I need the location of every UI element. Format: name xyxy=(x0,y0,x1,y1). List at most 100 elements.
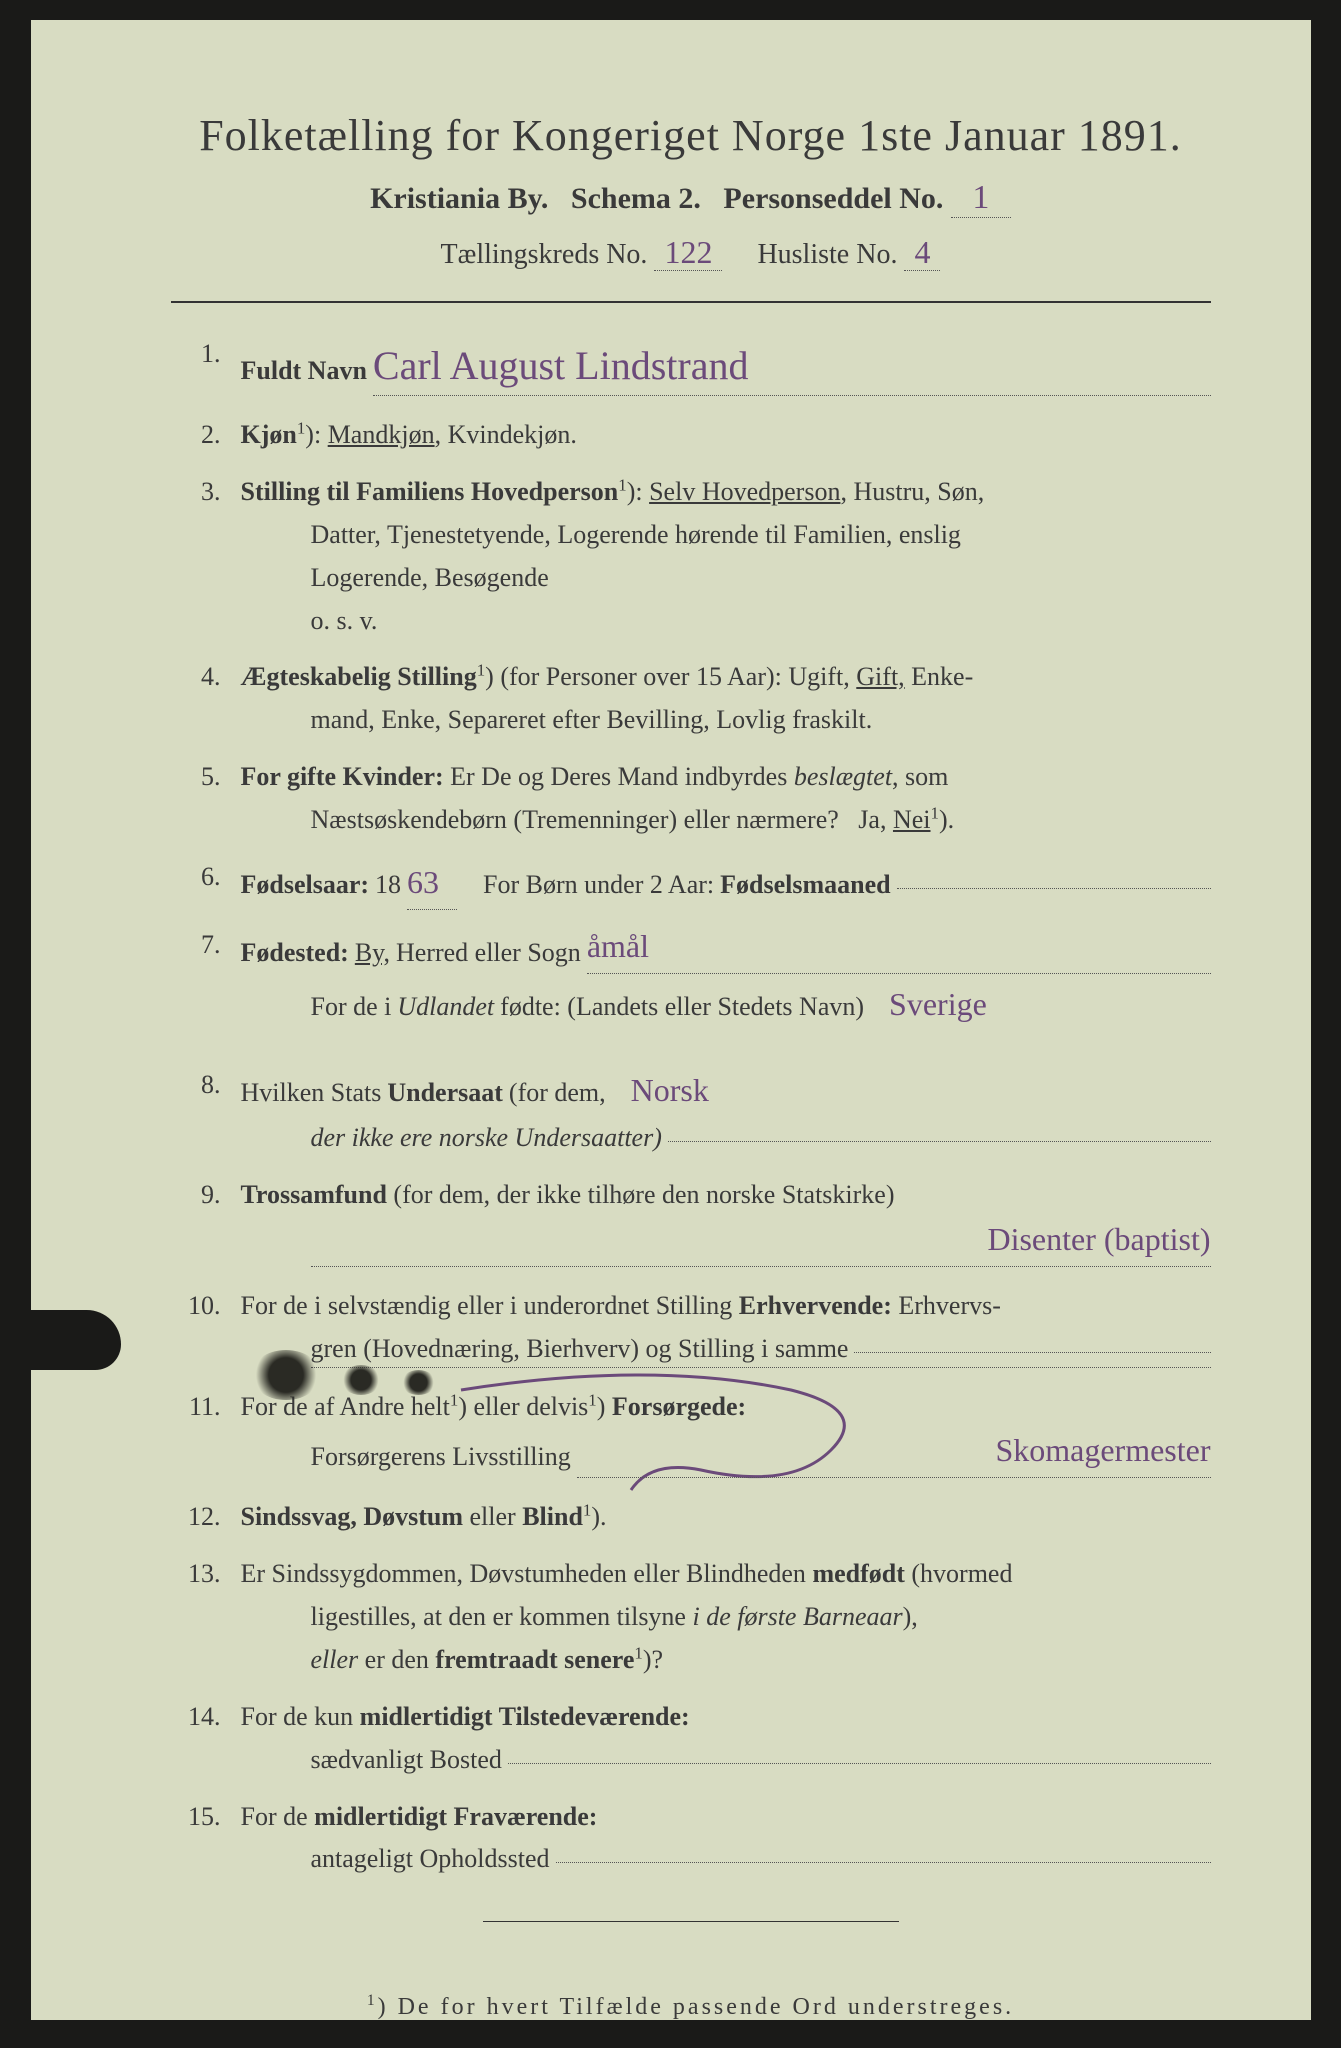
post-label: ): xyxy=(305,420,321,449)
item-13: 13. Er Sindssygdommen, Døvstumheden elle… xyxy=(181,1553,1211,1682)
footnote-separator xyxy=(483,1921,899,1922)
label-stilling: Stilling til Familiens Hovedperson xyxy=(241,477,619,506)
label-gifte-kvinder: For gifte Kvinder: xyxy=(241,762,444,791)
opt-nei: Nei xyxy=(893,805,931,834)
form-header: Folketælling for Kongeriget Norge 1ste J… xyxy=(171,110,1211,271)
item-number: 13. xyxy=(181,1553,241,1682)
ink-blot xyxy=(341,1365,381,1395)
label-blind: Blind xyxy=(522,1502,583,1531)
undersaat-value: Norsk xyxy=(631,1064,709,1117)
bold-fravaerende: midlertidigt Fraværende: xyxy=(314,1802,597,1831)
txt-10c: gren (Hovednæring, Bierhverv) og Stillin… xyxy=(311,1328,849,1371)
label-fodested: Fødested: xyxy=(241,932,349,975)
txt-11b: ) eller delvis xyxy=(458,1392,588,1421)
txt-13d: ), xyxy=(903,1602,918,1631)
item-number: 14. xyxy=(181,1696,241,1782)
footnote-sup: 1 xyxy=(367,1992,378,2009)
husliste-value: 4 xyxy=(904,234,940,271)
item-8: 8. Hvilken Stats Undersaat (for dem, Nor… xyxy=(181,1064,1211,1160)
sup-mark: 1 xyxy=(634,1643,642,1662)
item-number: 1. xyxy=(181,333,241,400)
opts-3d: o. s. v. xyxy=(241,600,1211,643)
txt-udlandet: Udlandet xyxy=(397,986,494,1029)
txt-8c: der ikke ere norske Undersaatter) xyxy=(311,1117,662,1160)
txt-12a: eller xyxy=(463,1502,522,1531)
sep-comma: , Kvindekjøn. xyxy=(435,420,577,449)
opts-3b: Datter, Tjenestetyende, Logerende hørend… xyxy=(241,514,1211,557)
txt-14b: sædvanligt Bosted xyxy=(311,1739,502,1782)
item-10: 10. For de i selvstændig eller i underor… xyxy=(181,1285,1211,1372)
post-12: ). xyxy=(591,1502,606,1531)
item-2: 2. Kjøn1): Mandkjøn, Kvindekjøn. xyxy=(181,414,1211,457)
item-11: 11. For de af Andre helt1) eller delvis1… xyxy=(181,1386,1211,1483)
opt-by: By, xyxy=(355,932,390,975)
txt-5a: Er De og Deres Mand indbyrdes xyxy=(450,762,794,791)
subtitle-line: Kristiania By. Schema 2. Personseddel No… xyxy=(171,179,1211,218)
txt-5a2: , som xyxy=(892,762,948,791)
opts-4b: mand, Enke, Separeret efter Bevilling, L… xyxy=(241,699,1211,742)
sup-mark: 1 xyxy=(931,803,939,822)
post-13: )? xyxy=(643,1645,663,1674)
item-number: 15. xyxy=(181,1796,241,1882)
erhverv-line-2 xyxy=(311,1367,1211,1368)
item-number: 11. xyxy=(181,1386,241,1483)
bold-medfodt: medfødt xyxy=(812,1559,904,1588)
trossamfund-value: Disenter (baptist) xyxy=(987,1213,1210,1266)
post-5: ). xyxy=(939,805,954,834)
opt-enke-a: Enke- xyxy=(905,662,974,691)
txt-10b: Erhvervs- xyxy=(892,1291,1001,1320)
opts-3a: , Hustru, Søn, xyxy=(840,477,984,506)
opt-ja: Ja, xyxy=(858,805,893,834)
item-3: 3. Stilling til Familiens Hovedperson1):… xyxy=(181,471,1211,643)
txt-13c: ligestilles, at den er kommen tilsyne xyxy=(311,1602,693,1631)
item-14: 14. For de kun midlertidigt Tilstedevære… xyxy=(181,1696,1211,1782)
label-fodselsaar: Fødselsaar: xyxy=(241,864,370,907)
header-separator xyxy=(171,301,1211,303)
schema-label: Schema 2. xyxy=(571,182,701,215)
erhverv-line-1 xyxy=(854,1352,1210,1353)
label-kjon: Kjøn xyxy=(241,420,297,449)
item-number: 7. xyxy=(181,924,241,1031)
form-items: 1. Fuldt Navn Carl August Lindstrand 2. … xyxy=(171,333,1211,1881)
item-4: 4. Ægteskabelig Stilling1) (for Personer… xyxy=(181,656,1211,742)
city-label: Kristiania By. xyxy=(370,182,548,215)
item-9: 9. Trossamfund (for dem, der ikke tilhør… xyxy=(181,1174,1211,1271)
husliste-label: Husliste No. xyxy=(757,239,897,270)
item-7: 7. Fødested: By, Herred eller Sogn åmål … xyxy=(181,924,1211,1031)
opt-ugift: Ugift, xyxy=(788,662,856,691)
txt-7b-a: For de i xyxy=(311,986,392,1029)
label-fodselsmaaned: Fødselsmaaned xyxy=(720,864,890,907)
label-trossamfund: Trossamfund xyxy=(241,1180,387,1209)
txt-5b: Næstsøskendebørn (Tremenninger) eller næ… xyxy=(311,805,839,834)
opts-3c: Logerende, Besøgende xyxy=(241,557,1211,600)
year-prefix: 18 xyxy=(375,864,401,907)
item-number: 10. xyxy=(181,1285,241,1372)
txt-barneaar: i de første Barneaar xyxy=(692,1602,902,1631)
sup-mark: 1 xyxy=(477,661,485,680)
txt-13e: er den xyxy=(358,1645,435,1674)
personseddel-value: 1 xyxy=(951,179,1011,218)
txt-13b: (hvormed xyxy=(905,1559,1013,1588)
item-1: 1. Fuldt Navn Carl August Lindstrand xyxy=(181,333,1211,400)
census-form-page: Folketælling for Kongeriget Norge 1ste J… xyxy=(31,20,1311,2020)
opholdssted-line xyxy=(556,1862,1211,1863)
item-number: 2. xyxy=(181,414,241,457)
txt-10a: For de i selvstændig eller i underordnet… xyxy=(241,1291,739,1320)
ids-line: Tællingskreds No. 122 Husliste No. 4 xyxy=(171,234,1211,271)
txt-6mid: For Børn under 2 Aar: xyxy=(483,864,714,907)
forsorger-line: Skomagermester xyxy=(577,1424,1211,1478)
txt-8b: (for dem, xyxy=(509,1072,606,1115)
txt-15b: antageligt Opholdssted xyxy=(311,1838,550,1881)
item-number: 12. xyxy=(181,1496,241,1539)
footnote: 1) De for hvert Tilfælde passende Ord un… xyxy=(171,1992,1211,2021)
undersaat-line xyxy=(668,1141,1211,1142)
label-sindssvag: Sindssvag, Døvstum xyxy=(241,1502,464,1531)
label-fuldt-navn: Fuldt Navn xyxy=(241,350,367,393)
item-5: 5. For gifte Kvinder: Er De og Deres Man… xyxy=(181,756,1211,842)
bold-fremtraadt: fremtraadt senere xyxy=(435,1645,634,1674)
txt-11d: Forsørgerens Livsstilling xyxy=(311,1436,571,1479)
txt-beslaegtet: beslægtet xyxy=(794,762,892,791)
item-number: 6. xyxy=(181,856,241,910)
bold-tilstedevaerende: midlertidigt Tilstedeværende: xyxy=(360,1702,690,1731)
item-number: 5. xyxy=(181,756,241,842)
